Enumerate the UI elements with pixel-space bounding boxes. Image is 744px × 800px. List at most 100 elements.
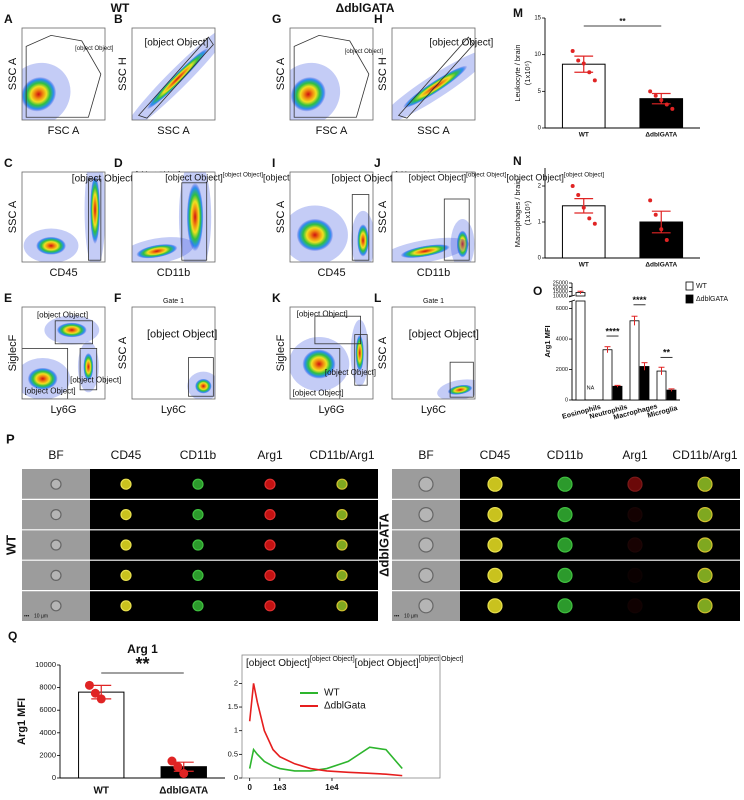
label-part: [object Object]: [165, 173, 223, 183]
data-point: [670, 106, 675, 111]
label-part: [object Object]: [246, 658, 310, 669]
cell-image: [627, 537, 643, 553]
label-part: [object Object]: [24, 387, 75, 396]
legend-label: ΔdblGata: [324, 701, 366, 712]
y-axis-label: SSC H: [117, 57, 129, 91]
cell-image: [50, 508, 62, 521]
x-axis-label: FSC A: [316, 125, 348, 137]
cell-image: [120, 478, 132, 490]
x-tick-label: ΔdblGATA: [645, 132, 677, 139]
data-point: [587, 216, 592, 221]
cell-image: [487, 506, 503, 523]
y-tick-label: 20000: [553, 285, 568, 291]
gate: [88, 178, 102, 261]
y-axis-label: (1x10⁵): [523, 60, 532, 85]
cell-image: [50, 539, 62, 551]
panel-letter: B: [114, 12, 123, 26]
x-axis-label: FSC A: [48, 125, 80, 137]
cell-image: [264, 569, 276, 582]
cell-image: [418, 598, 434, 614]
legend-label: WT: [324, 688, 340, 699]
fluor-columns: [460, 469, 740, 621]
x-axis-label: SSC A: [157, 125, 190, 137]
label-part: [object Object]: [355, 658, 419, 669]
y-axis-label: SiglecF: [7, 334, 19, 371]
label: [object Object]: [75, 46, 114, 52]
flow-plot: [290, 28, 373, 120]
y-tick-label: 5: [538, 89, 542, 95]
label-part: [object Object]: [345, 49, 384, 55]
label: [object Object]: [144, 37, 208, 48]
channel-header: Arg1: [622, 448, 648, 462]
gate: [188, 357, 214, 397]
data-point: [592, 78, 597, 83]
y-axis-label: SSC A: [7, 200, 19, 233]
x-axis-label: CD11b: [157, 267, 190, 279]
panel-letter: A: [4, 12, 13, 26]
channel-header: BF: [48, 448, 63, 462]
data-point: [84, 680, 94, 690]
row-label: WT: [3, 535, 18, 555]
y-tick-label: 10: [534, 52, 541, 58]
cell-image: [697, 567, 713, 584]
label-part: [object Object]: [332, 173, 396, 184]
channel-header: CD11b: [547, 448, 584, 462]
y-axis-label: SSC A: [7, 57, 19, 90]
cell-image: [627, 598, 643, 614]
row-label: ΔdblGATA: [376, 513, 391, 577]
y-tick-label: 0.5: [228, 749, 238, 758]
data-point: [576, 193, 581, 197]
panel-letter: F: [114, 291, 121, 305]
gate-title: Gate 1: [423, 298, 444, 305]
y-axis-label: (1x10⁵): [523, 200, 532, 225]
density-core: [27, 367, 58, 390]
y-axis-label: Arg1 MFI: [543, 325, 552, 357]
cell-image: [557, 506, 573, 523]
y-axis-label: SiglecF: [275, 334, 287, 371]
cell-image: [418, 506, 434, 523]
annotation: **: [663, 348, 671, 358]
cell-image: [487, 476, 503, 492]
x-axis-label: CD11b: [417, 267, 450, 279]
cell-image: [487, 567, 503, 584]
x-tick-label: 0: [247, 783, 252, 792]
y-tick-label: 0: [538, 256, 542, 262]
y-tick-label: 4000: [39, 728, 56, 737]
density-core: [146, 47, 209, 110]
channel-header: CD11b: [180, 448, 217, 462]
legend-label: ΔdblGATA: [696, 296, 728, 303]
flow-plot: [132, 172, 215, 262]
y-axis-label: SSC A: [377, 336, 389, 369]
bar: [656, 370, 667, 401]
plot-bg: [392, 307, 475, 399]
x-tick-label: ΔdblGATA: [645, 262, 677, 269]
label: [object Object]: [70, 376, 121, 385]
data-point: [576, 58, 581, 63]
label-part: [object Object]: [70, 376, 121, 385]
channel-header: Arg1: [257, 448, 283, 462]
gate: [351, 194, 370, 261]
y-tick-label: 6000: [556, 306, 568, 312]
gate-title: Gate 1: [163, 298, 184, 305]
plot-frame: [241, 654, 441, 779]
y-tick-label: 0: [565, 397, 568, 403]
label: [object Object]: [429, 37, 493, 48]
cell-image: [192, 478, 204, 490]
histogram-line: [248, 683, 403, 777]
scale-dots: •••: [24, 613, 30, 619]
gate: [449, 361, 474, 398]
cell-image: [336, 508, 348, 521]
channel-header: CD45: [111, 448, 142, 462]
density-core: [83, 353, 94, 381]
density-core: [90, 175, 101, 244]
cell-image: [120, 569, 132, 582]
cell-image: [120, 600, 132, 612]
x-tick-label: WT: [579, 132, 589, 139]
gate: [79, 347, 98, 391]
flow-plot: [290, 172, 373, 262]
label-part: [object Object]: [223, 171, 264, 178]
y-tick-label: 2: [538, 184, 542, 190]
cell-image: [697, 506, 713, 523]
label-part: [object Object]: [297, 309, 348, 318]
